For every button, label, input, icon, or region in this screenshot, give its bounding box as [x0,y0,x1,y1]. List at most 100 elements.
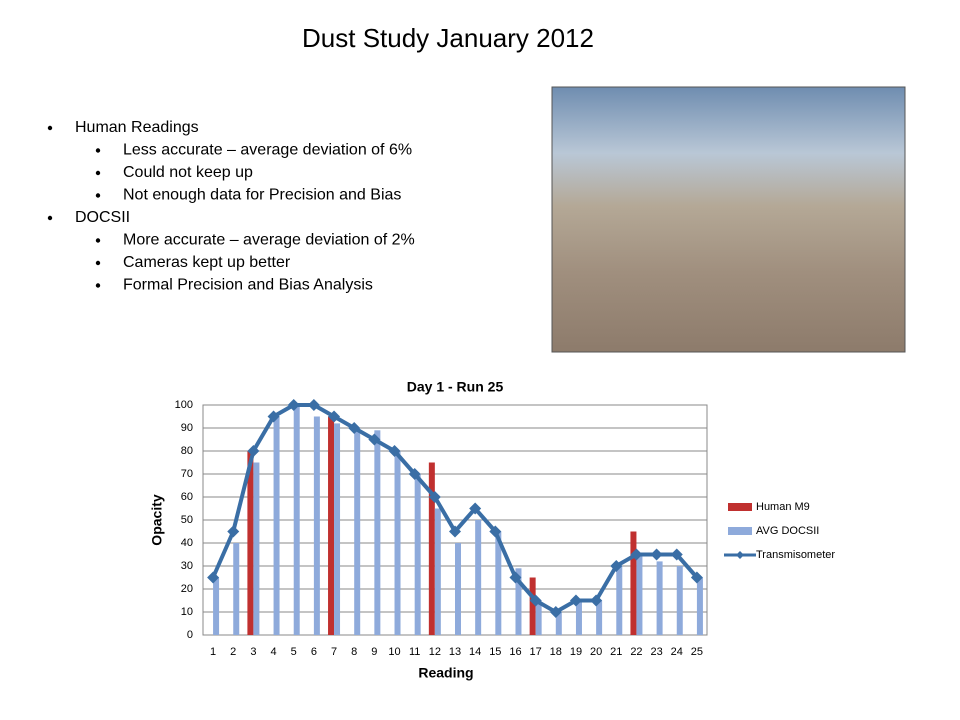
bar [414,474,421,635]
line-marker [328,410,341,423]
legend-swatch [728,527,752,535]
y-axis-title: Opacity [149,494,165,546]
x-tick-label: 24 [671,646,683,658]
bullet-text: Could not keep up [123,164,253,181]
chart: Day 1 - Run 25 Reading Opacity 0 10 20 30 40 50 6… [149,379,836,681]
line-marker [610,560,623,572]
bullet-text: More accurate – average deviation of 2% [123,232,415,249]
bullet-text: Formal Precision and Bias Analysis [123,277,373,294]
line-marker [368,433,381,446]
y-tick-label: 80 [181,445,193,457]
x-tick-label: 21 [610,646,622,658]
x-tick-label: 1 [210,646,216,658]
bullet-text: Less accurate – average deviation of 6% [123,142,412,159]
line-marker [529,594,542,607]
x-tick-label: 14 [469,646,481,658]
bullet-dot [95,260,101,266]
legend-label: AVG DOCSII [756,525,819,537]
bar [293,405,300,635]
legend-label: Transmisometer [756,549,835,561]
photo [551,86,906,353]
x-tick-label: 4 [270,646,276,658]
bar [233,543,240,635]
line-marker [590,594,603,607]
legend-label: Human M9 [756,501,810,513]
line-marker [287,399,300,411]
bullet-dot [95,170,101,176]
x-tick-label: 13 [449,646,461,658]
chart-title: Day 1 - Run 25 [407,379,504,395]
x-tick-label: 6 [311,646,317,658]
line-marker [207,571,220,584]
bullet-dot [95,193,101,198]
x-tick-label: 11 [409,646,420,658]
line-marker [670,548,683,561]
slide-title: Dust Study January 2012 [302,23,594,53]
x-tick-label: 20 [590,646,602,658]
legend-marker [736,551,744,559]
x-tick-label: 7 [331,646,337,658]
bar [394,451,401,635]
line-marker [348,422,361,434]
bar [616,566,623,635]
line-marker [307,399,320,411]
line-marker [428,491,441,503]
line-marker [489,525,502,538]
bar [656,561,663,635]
bullet-text: Cameras kept up better [123,254,291,271]
bar [515,568,522,635]
x-tick-label: 16 [509,646,521,658]
line-marker [469,502,482,515]
bar [273,416,280,635]
bar [374,430,381,635]
bar [676,566,683,635]
line-marker [267,410,280,423]
y-tick-label: 40 [181,537,193,549]
legend-swatch [728,503,752,511]
bar [555,612,562,635]
x-tick-label: 5 [291,646,297,658]
bar [247,451,254,635]
x-tick-label: 8 [351,646,357,658]
x-tick-label: 15 [489,646,501,658]
x-tick-label: 17 [530,646,542,658]
bar [334,423,341,635]
bullet-dot [47,125,53,131]
bar [475,520,482,635]
x-tick-label: 12 [429,646,441,658]
x-tick-label: 9 [371,646,377,658]
line-marker [408,468,421,480]
bar [213,577,220,635]
x-tick-label: 19 [570,646,582,658]
y-tick-label: 10 [181,606,193,618]
line-marker [247,445,260,457]
bullet-text: Not enough data for Precision and Bias [123,187,401,204]
y-tick-label: 0 [187,629,193,641]
line-marker [630,548,643,561]
line-marker [388,445,401,457]
bullet-text: DOCSII [75,209,130,226]
x-tick-label: 22 [630,646,642,658]
line-marker [690,571,703,584]
y-tick-label: 70 [181,468,193,480]
y-tick-label: 100 [175,399,193,411]
y-tick-label: 20 [181,583,193,595]
x-tick-label: 10 [388,646,400,658]
x-tick-label: 3 [250,646,256,658]
bullet-dot [47,215,53,221]
line-marker [509,571,522,584]
line-marker [569,594,582,607]
bullet-dot [95,148,101,153]
bullet-text: Human Readings [75,119,199,136]
bar [253,462,260,635]
y-tick-label: 90 [181,422,193,434]
bar [495,531,502,635]
y-tick-label: 30 [181,560,193,572]
x-tick-label: 25 [691,646,703,658]
x-tick-label: 2 [230,646,236,658]
bar [354,428,361,635]
bar [313,416,320,635]
line-marker [549,606,562,618]
bullet-dot [95,283,101,288]
